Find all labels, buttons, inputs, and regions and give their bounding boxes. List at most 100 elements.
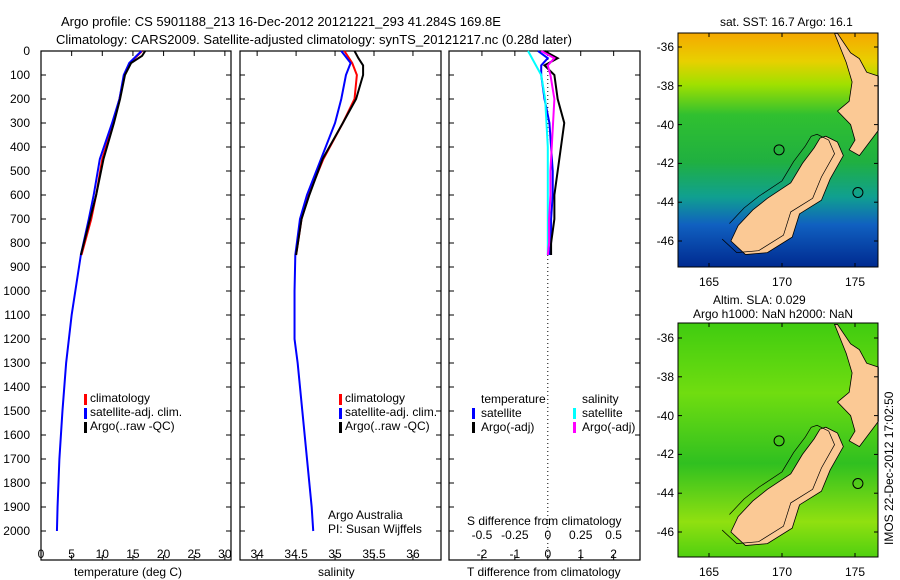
series-line-t-argo-adj- (542, 50, 566, 255)
y-tick-label: 0 (23, 44, 30, 58)
y-tick-label: 1100 (4, 308, 30, 322)
x-tick-label: 10 (95, 547, 109, 561)
lat-tick-label: -44 (656, 195, 674, 210)
legend-swatch (472, 422, 475, 433)
y-tick-label: 2000 (3, 524, 30, 538)
legend-t-argo: Argo(-adj) (481, 420, 535, 434)
x-tick-label: 2 (610, 547, 617, 561)
legend-salinity-heading: salinity (582, 392, 619, 406)
x-tick-label: 34.5 (284, 547, 308, 561)
legend-s-satellite: satellite (582, 406, 623, 420)
s-tick-label: 0 (544, 528, 552, 542)
panel-frame-1 (239, 50, 442, 561)
x-tick-label: 30 (218, 547, 232, 561)
s-tick-label: -0.5 (471, 528, 493, 542)
y-tick-label: 900 (9, 260, 30, 274)
y-tick-label: 1500 (3, 404, 30, 418)
figure-title-line1: Argo profile: CS 5901188_213 16-Dec-2012… (61, 14, 501, 29)
legend-s-sat: satellite-adj. clim. (345, 405, 438, 419)
lat-tick-label: -38 (656, 369, 674, 384)
sst-map-marker (852, 187, 864, 198)
lat-tick-label: -44 (656, 486, 674, 501)
temp-xlabel: temperature (deg C) (74, 565, 183, 579)
panel-frame-0 (40, 50, 232, 561)
x-tick-label: 35.5 (362, 547, 386, 561)
argo-australia-label: Argo Australia (328, 508, 403, 522)
lon-tick-label: 170 (771, 275, 793, 289)
sst-map-argo-marker (773, 144, 785, 156)
pi-label: PI: Susan Wijffels (328, 522, 422, 536)
s-tick-label: 0.25 (569, 528, 593, 542)
x-tick-label: -1 (509, 547, 521, 561)
sst-map-south-island (730, 135, 844, 255)
y-tick-label: 800 (9, 236, 30, 250)
series-line-climatology (80, 50, 143, 256)
sla-map-south-island (730, 426, 844, 546)
x-tick-label: 1 (577, 547, 585, 561)
sla-map-isobath (721, 424, 835, 545)
y-tick-label: 200 (9, 92, 30, 106)
lat-tick-label: -36 (656, 331, 674, 345)
legend-temperature-heading: temperature (481, 392, 546, 406)
x-tick-label: -2 (476, 547, 488, 561)
y-tick-label: 300 (9, 116, 30, 130)
y-tick-label: 1400 (3, 380, 30, 394)
legend-t-clim: climatology (90, 391, 151, 405)
legend-swatch (339, 408, 342, 419)
x-tick-label: 25 (187, 547, 201, 561)
y-tick-label: 700 (9, 212, 30, 226)
lat-tick-label: -46 (656, 234, 674, 248)
y-tick-label: 1700 (3, 452, 30, 466)
lon-tick-label: 175 (844, 275, 866, 289)
series-line-s-argo-adj- (540, 50, 556, 256)
figure-title-line2: Climatology: CARS2009. Satellite-adjuste… (56, 32, 572, 47)
lon-tick-label: 170 (771, 565, 793, 579)
lat-tick-label: -36 (656, 40, 674, 54)
lat-tick-label: -46 (656, 525, 674, 539)
legend-t-sat: satellite-adj. clim. (90, 405, 183, 419)
sla-map-title1: Altim. SLA: 0.029 (713, 293, 806, 307)
x-tick-label: 15 (126, 547, 140, 561)
panel-frame-2 (448, 50, 641, 561)
sla-map-marker (852, 478, 864, 489)
x-tick-label: 34 (250, 547, 264, 561)
x-tick-label: 5 (68, 547, 75, 561)
y-tick-label: 1200 (3, 332, 30, 346)
y-tick-label: 100 (9, 68, 30, 82)
s-tick-label: 0.5 (605, 528, 622, 542)
y-tick-label: 600 (9, 188, 30, 202)
timestamp: IMOS 22-Dec-2012 17:02:50 (882, 391, 896, 545)
x-tick-label: 36 (406, 547, 420, 561)
series-line-t-satellite (537, 50, 554, 256)
lat-tick-label: -42 (656, 156, 674, 171)
diff-xlabel-top: S difference from climatology (467, 514, 622, 528)
x-tick-label: 0 (37, 547, 45, 561)
series-line-argo-raw-qc- (295, 50, 365, 256)
sst-map-title: sat. SST: 16.7 Argo: 16.1 (720, 15, 853, 29)
lat-tick-label: -38 (656, 78, 674, 93)
series-line-s-satellite (527, 50, 549, 255)
y-tick-label: 1000 (3, 284, 30, 298)
sst-map-frame (677, 32, 879, 268)
s-tick-label: -0.25 (501, 528, 529, 542)
legend-t-satellite: satellite (481, 406, 522, 420)
legend-s-clim: climatology (345, 391, 406, 405)
series-line-argo-raw-qc- (79, 50, 147, 256)
y-tick-label: 1900 (3, 500, 30, 514)
legend-swatch (573, 422, 576, 433)
x-tick-label: 20 (156, 547, 171, 561)
series-line-satellite-adj-clim- (293, 50, 352, 532)
legend-s-argo: Argo(-adj) (582, 420, 636, 434)
legend-swatch (84, 422, 87, 433)
lon-tick-label: 175 (844, 565, 866, 579)
lat-tick-label: -40 (656, 408, 674, 423)
legend-swatch (472, 408, 475, 419)
y-tick-label: 1600 (3, 428, 30, 442)
y-tick-label: 500 (9, 164, 30, 178)
diff-xlabel: T difference from climatology (467, 565, 621, 579)
legend-swatch (84, 408, 87, 419)
legend-t-argo: Argo(..raw -QC) (90, 419, 175, 433)
legend-s-argo: Argo(..raw -QC) (345, 419, 430, 433)
